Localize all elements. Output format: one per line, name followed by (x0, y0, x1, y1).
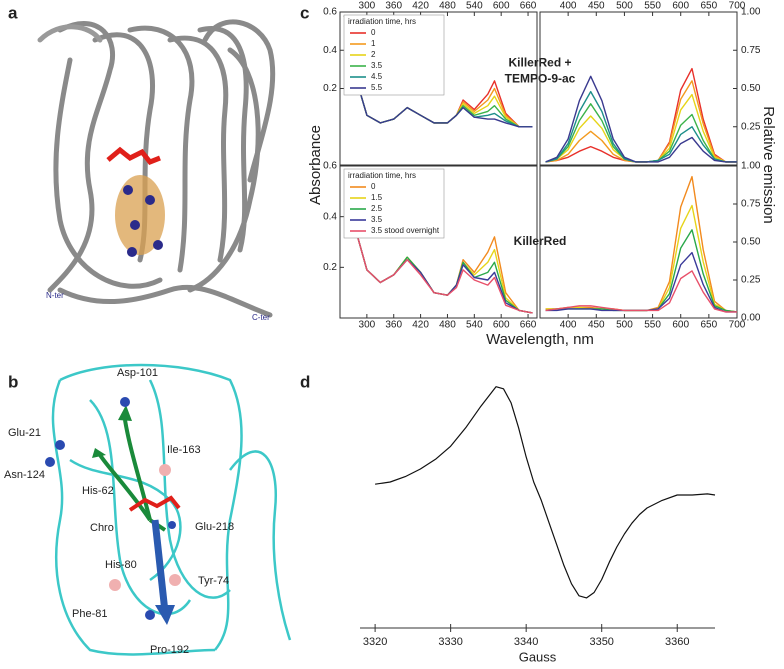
x-tick-label: 450 (588, 1, 605, 12)
x-tick-label: 3340 (514, 636, 538, 648)
x-tick-label: 480 (439, 1, 456, 12)
x-tick-label: 300 (359, 320, 376, 331)
x-tick-label: 3330 (438, 636, 462, 648)
legend-label: 0 (371, 28, 376, 37)
y-tick-label: 1.00 (741, 161, 761, 172)
residue-label: Asp-101 (117, 367, 158, 379)
x-tick-label: 420 (412, 320, 429, 331)
series-line (545, 175, 738, 313)
x-tick-label: 3320 (363, 636, 387, 648)
x-tick-label: 480 (439, 320, 456, 331)
x-tick-label: 360 (385, 320, 402, 331)
x-tick-label: 360 (385, 1, 402, 12)
legend-box (343, 168, 445, 239)
residue-label: Pro-192 (150, 644, 189, 656)
legend-label: 4.5 (371, 72, 383, 81)
panel-label: b (8, 372, 18, 391)
y2-axis-label: Relative emission (760, 106, 777, 224)
x-tick-label: 600 (672, 320, 689, 331)
residue-label: His-62 (82, 485, 114, 497)
residue-label: His-80 (105, 559, 137, 571)
legend-label: 5.5 (371, 83, 383, 92)
arrows-b (45, 397, 181, 625)
x-tick-label: 540 (466, 1, 483, 12)
y-tick-label: 1.00 (741, 7, 761, 18)
legend-label: 3.5 (371, 215, 383, 224)
legend-label: 3.5 (371, 61, 383, 70)
legend-title: irradiation time, hrs (348, 171, 416, 180)
y-tick-label: 0.2 (323, 262, 337, 273)
panel-label: a (8, 3, 18, 22)
series-line (545, 270, 737, 313)
y-tick-label: 0.25 (741, 121, 761, 132)
x-tick-label: 700 (729, 1, 746, 12)
legend-label: 1 (371, 39, 376, 48)
chromophore-a (106, 146, 165, 257)
residue-label: Chro (90, 522, 114, 534)
residue-label: Tyr-74 (198, 575, 229, 587)
plot-frame (539, 165, 738, 319)
series-line (343, 201, 533, 314)
residue-label: Glu-218 (195, 521, 234, 533)
y-tick-label: 0.50 (741, 237, 761, 248)
x-tick-label: 3350 (589, 636, 613, 648)
y-tick-label: 0.75 (741, 45, 761, 56)
residue-label: Ile-163 (167, 444, 201, 456)
x-tick-label: 650 (701, 320, 718, 331)
x-tick-label: 3360 (665, 636, 689, 648)
y-tick-label: 0.4 (323, 45, 337, 56)
x-tick-label: 650 (701, 1, 718, 12)
residue-label: Phe-81 (72, 608, 107, 620)
terminus-label: C-ter (252, 313, 270, 322)
x-tick-label: 550 (644, 1, 661, 12)
x-tick-label: 420 (412, 1, 429, 12)
series-line (545, 75, 737, 163)
legend-title: irradiation time, hrs (348, 17, 416, 26)
legend-label: 3.5 stood overnight (371, 226, 440, 235)
y-tick-label: 0.4 (323, 211, 337, 222)
x-tick-label: 450 (588, 320, 605, 331)
x-tick-label: 700 (729, 320, 746, 331)
x-axis-label: Wavelength, nm (486, 331, 594, 348)
x-tick-label: 600 (493, 320, 510, 331)
y-axis-label: Absorbance (307, 125, 324, 205)
x-tick-label: 660 (520, 320, 537, 331)
legend-label: 0 (371, 182, 376, 191)
legend-label: 2 (371, 50, 376, 59)
protein-structure-a (37, 19, 276, 318)
x-tick-label: 660 (520, 1, 537, 12)
series-line (375, 386, 716, 599)
series-line (545, 90, 737, 163)
y-tick-label: 0.25 (741, 275, 761, 286)
plot-frame (339, 165, 538, 319)
y-tick-label: 0.6 (323, 161, 337, 172)
x-tick-label: 500 (616, 1, 633, 12)
residue-label: Asn-124 (4, 469, 45, 481)
x-tick-label: 540 (466, 320, 483, 331)
legend-label: 2.5 (371, 204, 383, 213)
x-tick-label: 550 (644, 320, 661, 331)
series-line (343, 15, 533, 128)
y-tick-label: 0.6 (323, 7, 337, 18)
x-tick-label: 400 (560, 320, 577, 331)
terminus-label: N-ter (46, 291, 64, 300)
panel-label: c (300, 3, 309, 22)
x-tick-label: 600 (672, 1, 689, 12)
residue-label: Glu-21 (8, 427, 41, 439)
y-tick-label: 0.00 (741, 313, 761, 324)
legend-label: 1.5 (371, 193, 383, 202)
x-tick-label: 400 (560, 1, 577, 12)
x-tick-label: 300 (359, 1, 376, 12)
panel-label: d (300, 372, 310, 391)
x-tick-label: 600 (493, 1, 510, 12)
x-axis-label: Gauss (519, 649, 557, 664)
y-tick-label: 0.50 (741, 83, 761, 94)
y-tick-label: 0.2 (323, 83, 337, 94)
y-tick-label: 0.75 (741, 199, 761, 210)
x-tick-label: 500 (616, 320, 633, 331)
